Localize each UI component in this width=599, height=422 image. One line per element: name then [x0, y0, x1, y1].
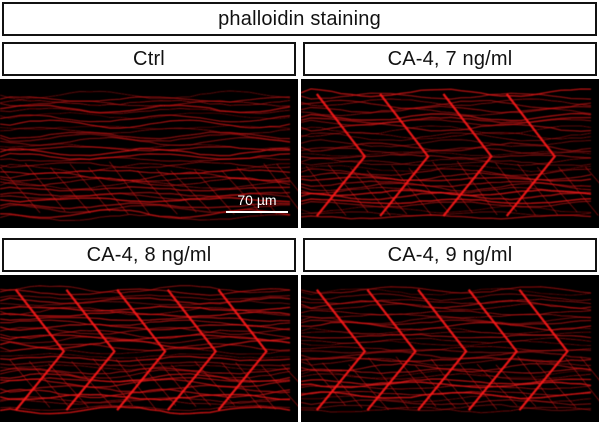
figure-title: phalloidin staining	[2, 2, 597, 36]
micrograph-image	[0, 79, 298, 228]
micrograph-ctrl	[0, 79, 298, 228]
scale-bar-line	[226, 211, 288, 213]
micrograph-ca4-9ngml	[301, 275, 599, 422]
micrograph-ca4-7ngml	[301, 79, 599, 228]
scale-bar: 70 µm	[226, 193, 288, 215]
micrograph-image	[301, 275, 599, 422]
micrograph-ca4-8ngml	[0, 275, 298, 422]
panel-label-ctrl: Ctrl	[2, 42, 296, 76]
scale-bar-label: 70 µm	[237, 192, 277, 208]
panel-label-ca4-7ngml: CA-4, 7 ng/ml	[303, 42, 597, 76]
panel-label-ca4-8ngml: CA-4, 8 ng/ml	[2, 238, 296, 272]
micrograph-image	[301, 79, 599, 228]
panel-label-ca4-9ngml: CA-4, 9 ng/ml	[303, 238, 597, 272]
micrograph-image	[0, 275, 298, 422]
